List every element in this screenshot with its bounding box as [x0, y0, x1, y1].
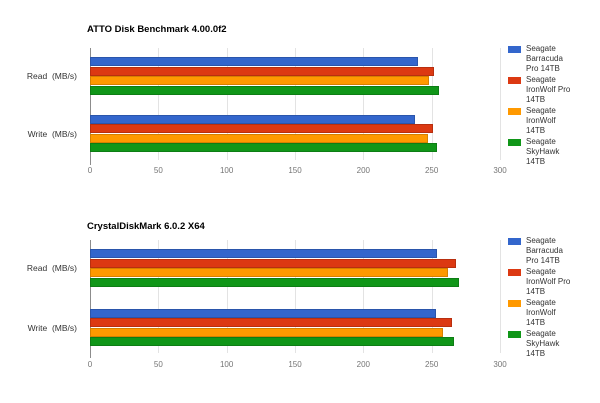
x-tick-label-150: 150 [288, 359, 302, 369]
legend-swatch-seagate-ironwolf-14tb [508, 300, 521, 307]
bar-seagate-barracuda-pro-14tb-write [90, 114, 416, 124]
legend-label-line: SkyHawk [526, 146, 560, 156]
gridline-150 [295, 48, 296, 160]
category-label-write: Write (MB/s) [27, 322, 77, 333]
legend-label-line: Seagate [526, 137, 556, 146]
legend-label-seagate-skyhawk-14tb: Seagate SkyHawk 14TB [526, 137, 559, 166]
gridline-200 [363, 48, 365, 160]
bar-seagate-ironwolf-pro-14tb-write [90, 318, 453, 328]
legend-label-line: IronWolf Pro [526, 84, 571, 94]
gridline-50 [158, 240, 160, 353]
legend-swatch-seagate-barracuda-pro-14tb [508, 46, 521, 53]
legend-label-seagate-barracuda-pro-14tb: Seagate Barracuda Pro 14TB [526, 236, 563, 265]
legend-label-line: Seagate [526, 236, 556, 245]
x-tick-label-150: 150 [288, 165, 302, 175]
y-axis-line [90, 48, 91, 165]
gridline-300 [500, 240, 501, 353]
legend-label-line: Seagate [526, 106, 556, 115]
x-tick-label-300: 300 [493, 359, 507, 369]
bar-seagate-ironwolf-pro-14tb-write [90, 124, 434, 134]
legend-swatch-seagate-barracuda-pro-14tb [508, 238, 521, 245]
bar-seagate-barracuda-pro-14tb-read [90, 57, 418, 67]
x-tick-label-200: 200 [356, 359, 370, 369]
legend-label-line: IronWolf [526, 115, 556, 125]
legend-label-line: 14TB [526, 317, 546, 327]
bar-seagate-skyhawk-14tb-read [90, 277, 459, 287]
x-tick-label-50: 50 [153, 165, 163, 175]
legend-label-line: Seagate [526, 329, 556, 338]
category-label-read: Read (MB/s) [26, 71, 77, 81]
legend-label-line: Pro 14TB [526, 63, 560, 73]
bar-seagate-ironwolf-14tb-read [90, 268, 449, 278]
bar-seagate-ironwolf-pro-14tb-read [90, 258, 457, 268]
legend-swatch-seagate-ironwolf-pro-14tb [508, 77, 521, 84]
legend-label-seagate-skyhawk-14tb: Seagate SkyHawk 14TB [526, 329, 559, 358]
bar-seagate-skyhawk-14tb-write [90, 143, 438, 153]
x-tick-label-100: 100 [219, 165, 234, 175]
gridline-300 [500, 48, 501, 160]
x-tick-label-250: 250 [424, 359, 439, 369]
legend-label-line: SkyHawk [526, 338, 560, 348]
bar-seagate-skyhawk-14tb-write [90, 337, 454, 347]
legend-label-line: Seagate [526, 298, 556, 307]
chart-title: CrystalDiskMark 6.0.2 X64 [87, 221, 205, 232]
legend-label-line: Pro 14TB [526, 255, 560, 265]
legend-label-seagate-barracuda-pro-14tb: Seagate Barracuda Pro 14TB [526, 44, 563, 73]
bar-seagate-ironwolf-14tb-read [90, 76, 429, 86]
legend-label-line: 14TB [526, 125, 546, 135]
y-axis-line [90, 240, 91, 358]
gridline-100 [226, 240, 228, 353]
legend-label-line: Barracuda [526, 245, 563, 255]
legend-label-line: 14TB [526, 286, 546, 296]
gridline-50 [158, 48, 160, 160]
chart-title: ATTO Disk Benchmark 4.00.0f2 [87, 24, 227, 35]
bar-seagate-ironwolf-14tb-write [90, 327, 443, 337]
legend-swatch-seagate-ironwolf-14tb [508, 108, 521, 115]
legend-swatch-seagate-skyhawk-14tb [508, 139, 521, 146]
bar-seagate-skyhawk-14tb-read [90, 85, 439, 95]
legend-label-seagate-ironwolf-14tb: Seagate IronWolf 14TB [526, 106, 556, 135]
legend-label-line: IronWolf Pro [526, 276, 571, 286]
gridline-100 [226, 48, 228, 160]
x-tick-label-100: 100 [219, 359, 234, 369]
legend-label-seagate-ironwolf-14tb: Seagate IronWolf 14TB [526, 298, 556, 327]
bar-seagate-ironwolf-14tb-write [90, 133, 428, 143]
legend-label-line: 14TB [526, 348, 546, 358]
legend-label-line: Seagate [526, 267, 556, 276]
x-tick-label-300: 300 [493, 165, 507, 175]
gridline-150 [295, 240, 296, 353]
legend-swatch-seagate-skyhawk-14tb [508, 331, 521, 338]
legend-label-seagate-ironwolf-pro-14tb: Seagate IronWolf Pro 14TB [526, 267, 570, 296]
bar-seagate-barracuda-pro-14tb-read [90, 249, 438, 259]
gridline-200 [363, 240, 365, 353]
legend-label-seagate-ironwolf-pro-14tb: Seagate IronWolf Pro 14TB [526, 75, 570, 104]
legend-label-line: Barracuda [526, 53, 563, 63]
legend-label-line: Seagate [526, 44, 556, 53]
bar-seagate-ironwolf-pro-14tb-read [90, 66, 435, 76]
x-tick-label-50: 50 [153, 359, 163, 369]
legend-label-line: 14TB [526, 156, 546, 166]
bar-seagate-barracuda-pro-14tb-write [90, 308, 436, 318]
legend-label-line: IronWolf [526, 307, 556, 317]
legend-swatch-seagate-ironwolf-pro-14tb [508, 269, 521, 276]
legend-label-line: Seagate [526, 75, 556, 84]
category-label-write: Write (MB/s) [27, 128, 77, 139]
x-tick-label-0: 0 [87, 359, 93, 369]
x-tick-label-200: 200 [356, 165, 370, 175]
gridline-250 [431, 48, 433, 160]
x-tick-label-0: 0 [87, 165, 93, 175]
legend-label-line: 14TB [526, 94, 546, 104]
x-tick-label-250: 250 [424, 165, 439, 175]
gridline-250 [431, 240, 433, 353]
category-label-read: Read (MB/s) [26, 263, 77, 273]
